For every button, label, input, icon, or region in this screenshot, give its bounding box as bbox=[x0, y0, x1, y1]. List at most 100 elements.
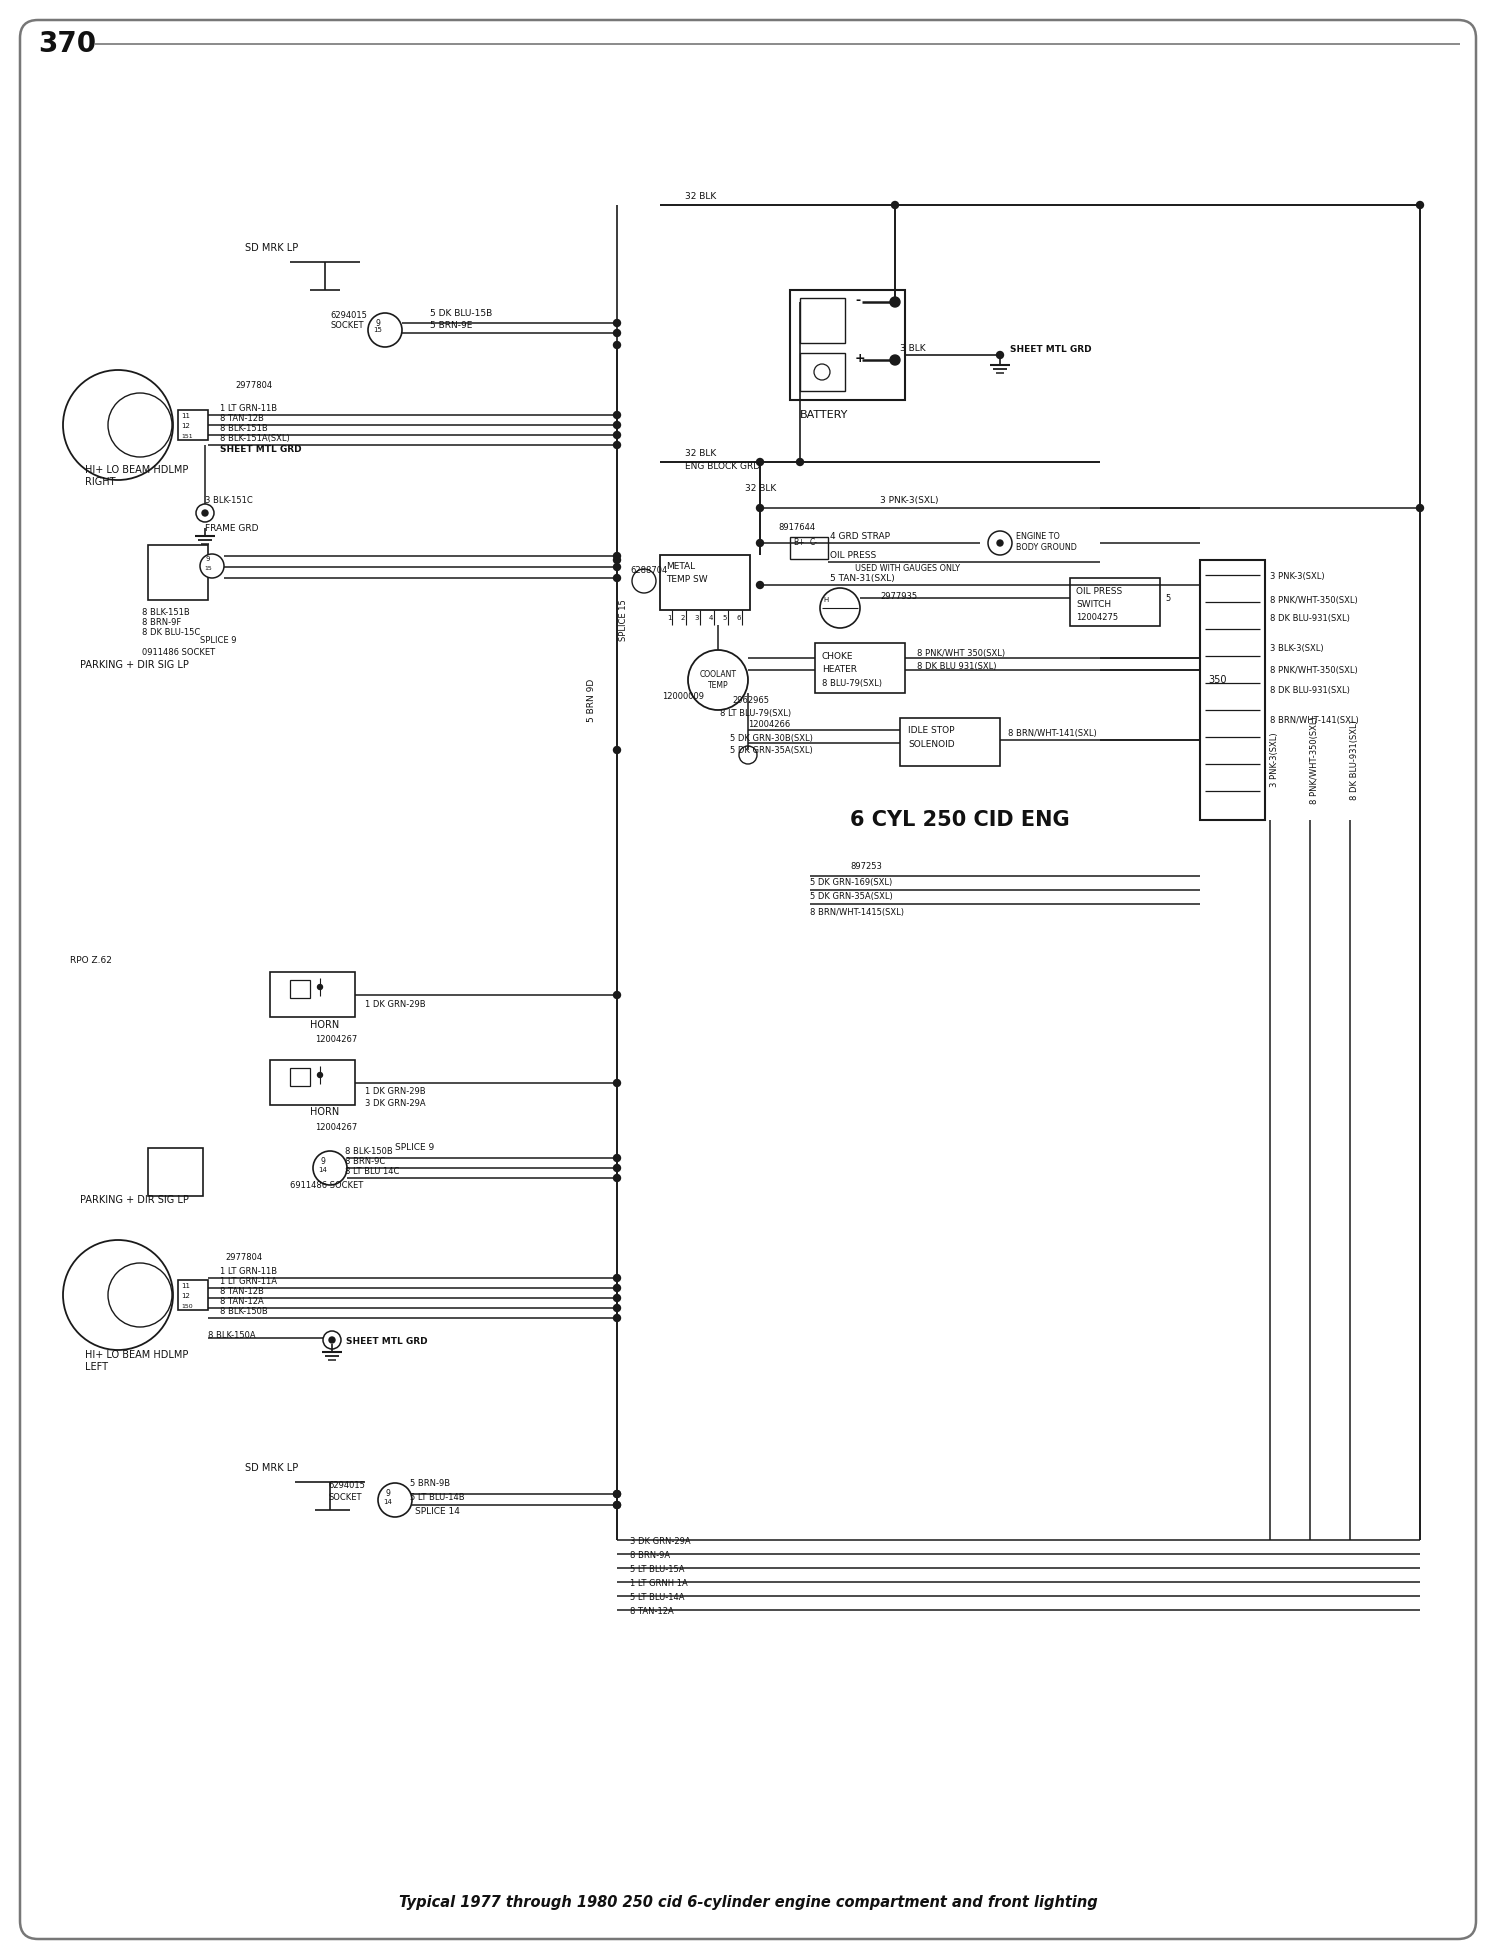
Circle shape bbox=[796, 458, 803, 466]
Text: 8 DK BLU-931(SXL): 8 DK BLU-931(SXL) bbox=[1270, 613, 1349, 623]
Text: 8 BRN-9A: 8 BRN-9A bbox=[630, 1552, 670, 1561]
Text: SOCKET: SOCKET bbox=[331, 321, 364, 329]
Text: 32 BLK: 32 BLK bbox=[685, 449, 717, 458]
Text: 6 CYL 250 CID ENG: 6 CYL 250 CID ENG bbox=[850, 809, 1070, 831]
Text: RPO Z.62: RPO Z.62 bbox=[70, 956, 112, 964]
Text: 5 LT BLU-15A: 5 LT BLU-15A bbox=[630, 1565, 685, 1575]
Text: 8 BLK-150B: 8 BLK-150B bbox=[220, 1307, 268, 1316]
Circle shape bbox=[613, 1491, 621, 1497]
Text: SOLENOID: SOLENOID bbox=[908, 739, 954, 748]
Text: B+: B+ bbox=[793, 537, 805, 547]
Text: 8 DK BLU-15C: 8 DK BLU-15C bbox=[142, 627, 200, 637]
Circle shape bbox=[202, 509, 208, 515]
Text: 8 BLK-151B: 8 BLK-151B bbox=[142, 607, 190, 617]
Circle shape bbox=[63, 370, 174, 480]
Circle shape bbox=[613, 411, 621, 419]
Circle shape bbox=[613, 564, 621, 570]
Text: 8 PNK/WHT-350(SXL): 8 PNK/WHT-350(SXL) bbox=[1270, 666, 1358, 674]
Circle shape bbox=[996, 541, 1002, 547]
Text: 3 BLK-151C: 3 BLK-151C bbox=[205, 496, 253, 505]
Text: 151: 151 bbox=[181, 433, 193, 439]
Bar bbox=[800, 353, 845, 392]
Text: 12004267: 12004267 bbox=[316, 1036, 358, 1044]
Text: 5 LT BLU-14A: 5 LT BLU-14A bbox=[630, 1593, 685, 1602]
Text: 1 DK GRN-29B: 1 DK GRN-29B bbox=[365, 999, 426, 1009]
Text: 9: 9 bbox=[320, 1156, 326, 1166]
Circle shape bbox=[378, 1483, 411, 1516]
Circle shape bbox=[313, 1152, 347, 1185]
Text: 3 PNK-3(SXL): 3 PNK-3(SXL) bbox=[1270, 733, 1279, 788]
Text: 5: 5 bbox=[1165, 594, 1170, 603]
Text: 897253: 897253 bbox=[850, 862, 881, 870]
Text: BATTERY: BATTERY bbox=[800, 409, 848, 419]
Text: OIL PRESS: OIL PRESS bbox=[1076, 586, 1122, 596]
Text: 6911486 SOCKET: 6911486 SOCKET bbox=[290, 1181, 364, 1189]
Text: 11: 11 bbox=[181, 1283, 190, 1289]
Text: 8 LT BLU-79(SXL): 8 LT BLU-79(SXL) bbox=[720, 709, 791, 717]
Text: +: + bbox=[856, 351, 866, 364]
Text: SHEET MTL GRD: SHEET MTL GRD bbox=[346, 1338, 428, 1346]
Text: 5 LT BLU-14B: 5 LT BLU-14B bbox=[410, 1493, 465, 1503]
Text: SOCKET: SOCKET bbox=[328, 1493, 362, 1503]
Text: SPLICE 9: SPLICE 9 bbox=[395, 1144, 434, 1152]
Text: 8 BLU-79(SXL): 8 BLU-79(SXL) bbox=[821, 678, 883, 688]
Text: 3 DK GRN-29A: 3 DK GRN-29A bbox=[630, 1538, 691, 1546]
Text: 5 DK GRN-169(SXL): 5 DK GRN-169(SXL) bbox=[809, 878, 892, 887]
Circle shape bbox=[890, 298, 901, 308]
Circle shape bbox=[613, 329, 621, 337]
Text: 3 DK GRN-29A: 3 DK GRN-29A bbox=[365, 1099, 426, 1107]
Text: 8 PNK/WHT-350(SXL): 8 PNK/WHT-350(SXL) bbox=[1270, 596, 1358, 605]
Bar bbox=[269, 1060, 355, 1105]
Circle shape bbox=[631, 568, 657, 594]
Text: 3: 3 bbox=[694, 615, 699, 621]
Text: 32 BLK: 32 BLK bbox=[745, 484, 776, 492]
Text: BODY GROUND: BODY GROUND bbox=[1016, 543, 1077, 552]
Text: 6294015: 6294015 bbox=[328, 1481, 365, 1491]
Text: 12004266: 12004266 bbox=[748, 719, 790, 729]
Text: CHOKE: CHOKE bbox=[821, 652, 854, 660]
Text: 5 DK BLU-15B: 5 DK BLU-15B bbox=[429, 308, 492, 317]
Text: 1 LT GRNH 1A: 1 LT GRNH 1A bbox=[630, 1579, 688, 1589]
Circle shape bbox=[820, 588, 860, 629]
Circle shape bbox=[63, 1240, 174, 1350]
FancyBboxPatch shape bbox=[19, 20, 1477, 1939]
Bar bbox=[178, 1279, 208, 1311]
Text: SHEET MTL GRD: SHEET MTL GRD bbox=[1010, 345, 1092, 353]
Circle shape bbox=[108, 394, 172, 456]
Text: 15: 15 bbox=[203, 566, 212, 570]
Text: LEFT: LEFT bbox=[85, 1362, 108, 1371]
Text: HI+ LO BEAM HDLMP: HI+ LO BEAM HDLMP bbox=[85, 1350, 188, 1360]
Circle shape bbox=[323, 1330, 341, 1350]
Text: METAL: METAL bbox=[666, 562, 696, 570]
Circle shape bbox=[108, 1264, 172, 1326]
Circle shape bbox=[200, 554, 224, 578]
Text: 3 PNK-3(SXL): 3 PNK-3(SXL) bbox=[1270, 572, 1324, 580]
Circle shape bbox=[613, 1295, 621, 1301]
Text: 8 PNK/WHT-350(SXL): 8 PNK/WHT-350(SXL) bbox=[1310, 717, 1319, 803]
Text: 14: 14 bbox=[383, 1499, 392, 1505]
Circle shape bbox=[613, 421, 621, 429]
Text: 9: 9 bbox=[386, 1489, 390, 1497]
Circle shape bbox=[196, 503, 214, 521]
Text: 3 PNK-3(SXL): 3 PNK-3(SXL) bbox=[880, 496, 938, 505]
Text: 12: 12 bbox=[181, 1293, 190, 1299]
Text: 2977935: 2977935 bbox=[880, 592, 917, 601]
Text: SD MRK LP: SD MRK LP bbox=[245, 1463, 298, 1473]
Circle shape bbox=[613, 1164, 621, 1171]
Text: SPLICE 9: SPLICE 9 bbox=[200, 635, 236, 645]
Circle shape bbox=[368, 313, 402, 347]
Bar bbox=[790, 537, 827, 558]
Text: 1: 1 bbox=[667, 615, 672, 621]
Text: 8 DK BLU-931(SXL): 8 DK BLU-931(SXL) bbox=[1349, 721, 1358, 799]
Text: 8 BLK-151A(SXL): 8 BLK-151A(SXL) bbox=[220, 433, 290, 443]
Text: 8 BLK-150B: 8 BLK-150B bbox=[346, 1148, 393, 1156]
Circle shape bbox=[613, 1154, 621, 1162]
Text: 9: 9 bbox=[206, 556, 211, 562]
Text: 8 DK BLU 931(SXL): 8 DK BLU 931(SXL) bbox=[917, 662, 996, 670]
Text: PARKING + DIR SIG LP: PARKING + DIR SIG LP bbox=[79, 660, 188, 670]
Circle shape bbox=[613, 574, 621, 582]
Text: PARKING + DIR SIG LP: PARKING + DIR SIG LP bbox=[79, 1195, 188, 1205]
Text: TEMP SW: TEMP SW bbox=[666, 574, 708, 584]
Text: 6288704: 6288704 bbox=[630, 566, 667, 574]
Text: ENGINE TO: ENGINE TO bbox=[1016, 531, 1059, 541]
